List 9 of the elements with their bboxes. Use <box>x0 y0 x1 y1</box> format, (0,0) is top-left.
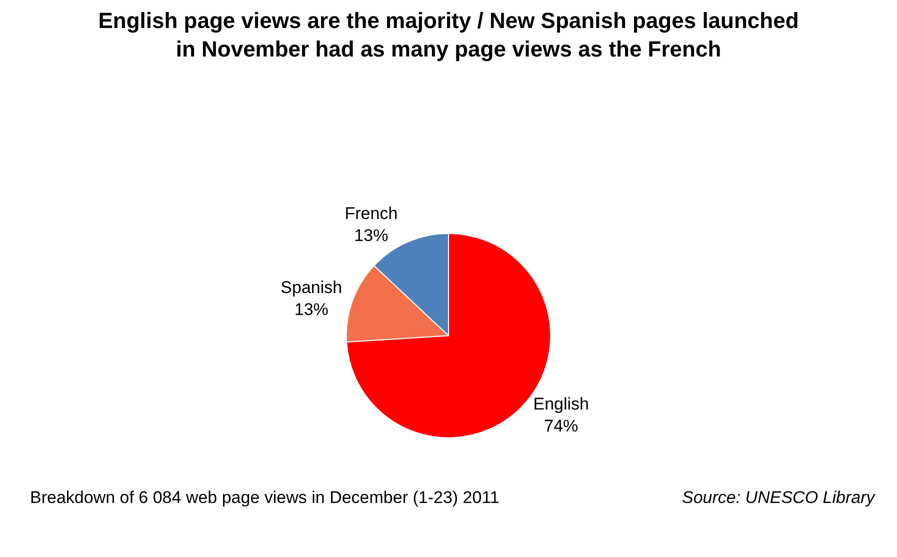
data-label: 74% <box>544 416 578 436</box>
data-label: 13% <box>294 300 328 320</box>
slice-label: French <box>344 204 398 223</box>
chart-title: English page views are the majority / New Spanish pages launched in November had as many page views as the French <box>98 8 799 62</box>
slice-label: Spanish <box>280 278 342 298</box>
text: Breakdown of 6 084 web page views in December (1-23) 2011 <box>30 488 500 507</box>
slice-label: English <box>533 394 590 414</box>
data-label: 13% <box>354 226 388 246</box>
source-note: Source: UNESCO Library <box>682 488 876 507</box>
